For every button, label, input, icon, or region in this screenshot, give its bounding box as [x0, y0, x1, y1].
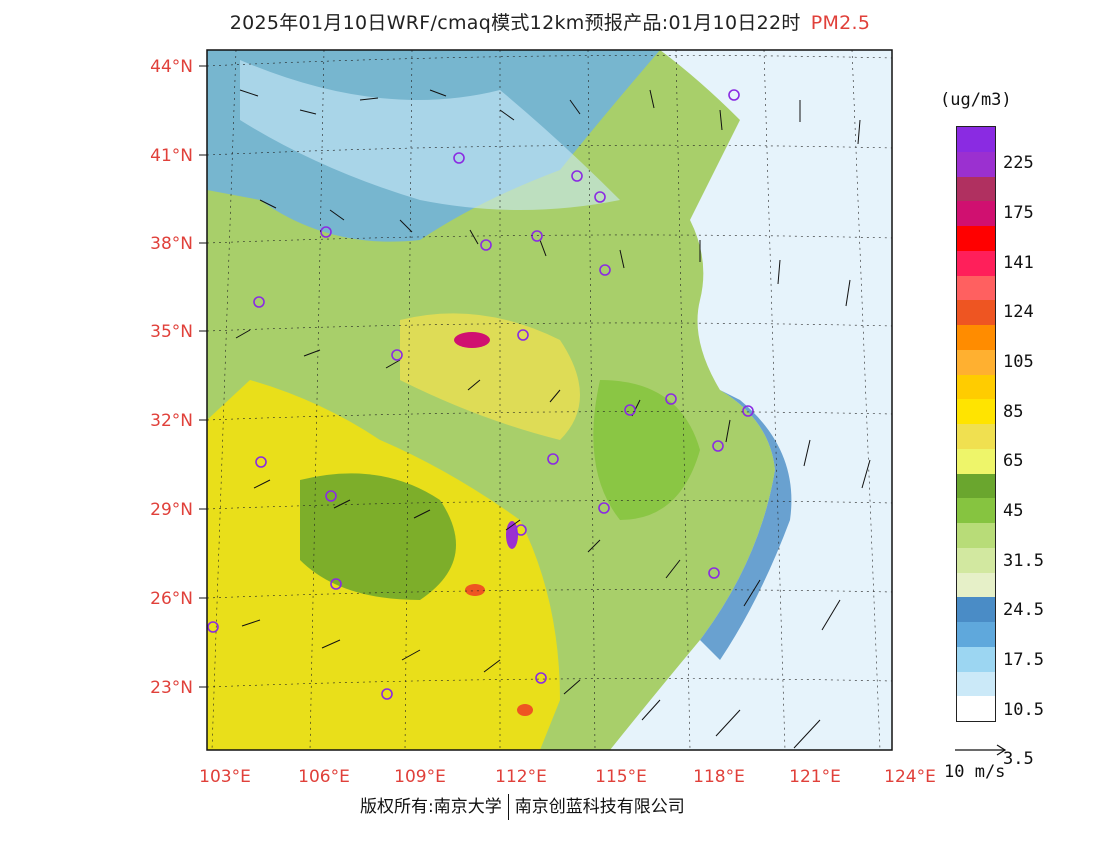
footer-divider [507, 794, 509, 820]
colorbar-segment [957, 646, 995, 672]
wind-arrows [235, 89, 871, 749]
lat-label: 35°N [150, 322, 193, 342]
colorbar-label: 175 [1003, 202, 1034, 223]
colorbar-label: 3.5 [1003, 749, 1034, 770]
latitude-axis: 44°N 41°N 38°N 35°N 32°N 29°N 26°N 23°N [150, 57, 207, 698]
colorbar-segment [957, 250, 995, 276]
colorbar-segment [957, 448, 995, 474]
colorbar-segment [957, 622, 995, 647]
colorbar-segment [957, 201, 995, 226]
lat-label: 41°N [150, 146, 193, 166]
colorbar-segment [957, 671, 995, 697]
colorbar-segment [957, 399, 995, 424]
city-markers [207, 89, 754, 700]
lon-label: 121°E [789, 767, 841, 787]
colorbar-label: 31.5 [1003, 550, 1044, 571]
chart-title: 2025年01月10日WRF/cmaq模式12km预报产品:01月10日22时 P… [0, 8, 1100, 35]
pollutant-label: PM2.5 [810, 12, 871, 34]
colorbar-segment [957, 473, 995, 499]
map-frame [206, 49, 893, 751]
colorbar-segment [957, 597, 995, 622]
lon-label: 115°E [595, 767, 647, 787]
title-text: 2025年01月10日WRF/cmaq模式12km预报产品:01月10日22时 [229, 12, 801, 34]
wind-reference-arrow [955, 744, 1007, 756]
colorbar-label: 105 [1003, 351, 1034, 372]
colorbar-label: 85 [1003, 401, 1024, 422]
sea-area [610, 50, 892, 750]
lat-label: 29°N [150, 500, 193, 520]
colorbar-segment [957, 547, 995, 573]
colorbar-segment [957, 176, 995, 202]
lon-label: 109°E [394, 767, 446, 787]
colorbar-segment [957, 325, 995, 350]
colorbar-segment [957, 696, 995, 721]
colorbar-segment [957, 226, 995, 251]
colorbar-label: 24.5 [1003, 600, 1044, 621]
lat-label: 38°N [150, 234, 193, 254]
colorbar-label: 225 [1003, 153, 1034, 174]
lon-label: 112°E [495, 767, 547, 787]
map-field [207, 50, 892, 750]
colorbar-label: 45 [1003, 500, 1024, 521]
lon-label: 106°E [298, 767, 350, 787]
lon-label: 118°E [693, 767, 745, 787]
coastal-blue [700, 390, 792, 660]
footer-left: 版权所有:南京大学 [360, 797, 502, 817]
east-mid-zone [593, 380, 700, 520]
footer-right: 南京创蓝科技有限公司 [514, 797, 685, 817]
north-clean-zone [240, 60, 620, 210]
colorbar-segment [957, 424, 995, 449]
colorbar-label: 124 [1003, 302, 1034, 323]
colorbar-segment [957, 572, 995, 598]
colorbar-label: 141 [1003, 252, 1034, 273]
colorbar-label: 65 [1003, 451, 1024, 472]
lat-label: 23°N [150, 678, 193, 698]
wind-reference-label: 10 m/s [944, 762, 1006, 782]
lat-label: 32°N [150, 411, 193, 431]
hotspot-south [465, 584, 485, 596]
colorbar-segment [957, 151, 995, 177]
colorbar-label: 10.5 [1003, 699, 1044, 720]
hotspot-coast [517, 704, 533, 716]
colorbar-segment [957, 300, 995, 325]
graticule [207, 50, 892, 750]
colorbar-segment [957, 523, 995, 548]
colorbar-segment [957, 349, 995, 375]
colorbar-segment [957, 374, 995, 400]
colorbar-label: 17.5 [1003, 649, 1044, 670]
lat-label: 26°N [150, 589, 193, 609]
colorbar-segment [957, 275, 995, 301]
central-high-zone [400, 313, 580, 440]
hotspot-north [454, 332, 490, 348]
colorbar-segment [957, 498, 995, 523]
colorbar-unit: (ug/m3) [940, 90, 1012, 110]
copyright-footer: 版权所有:南京大学 南京创蓝科技有限公司 [360, 792, 685, 820]
lon-label: 124°E [884, 767, 936, 787]
lat-label: 44°N [150, 57, 193, 77]
colorbar-segment [957, 127, 995, 152]
lon-label: 103°E [199, 767, 251, 787]
longitude-axis: 103°E 106°E 109°E 112°E 115°E 118°E 121°E 124°E [199, 767, 936, 787]
colorbar [956, 126, 996, 722]
